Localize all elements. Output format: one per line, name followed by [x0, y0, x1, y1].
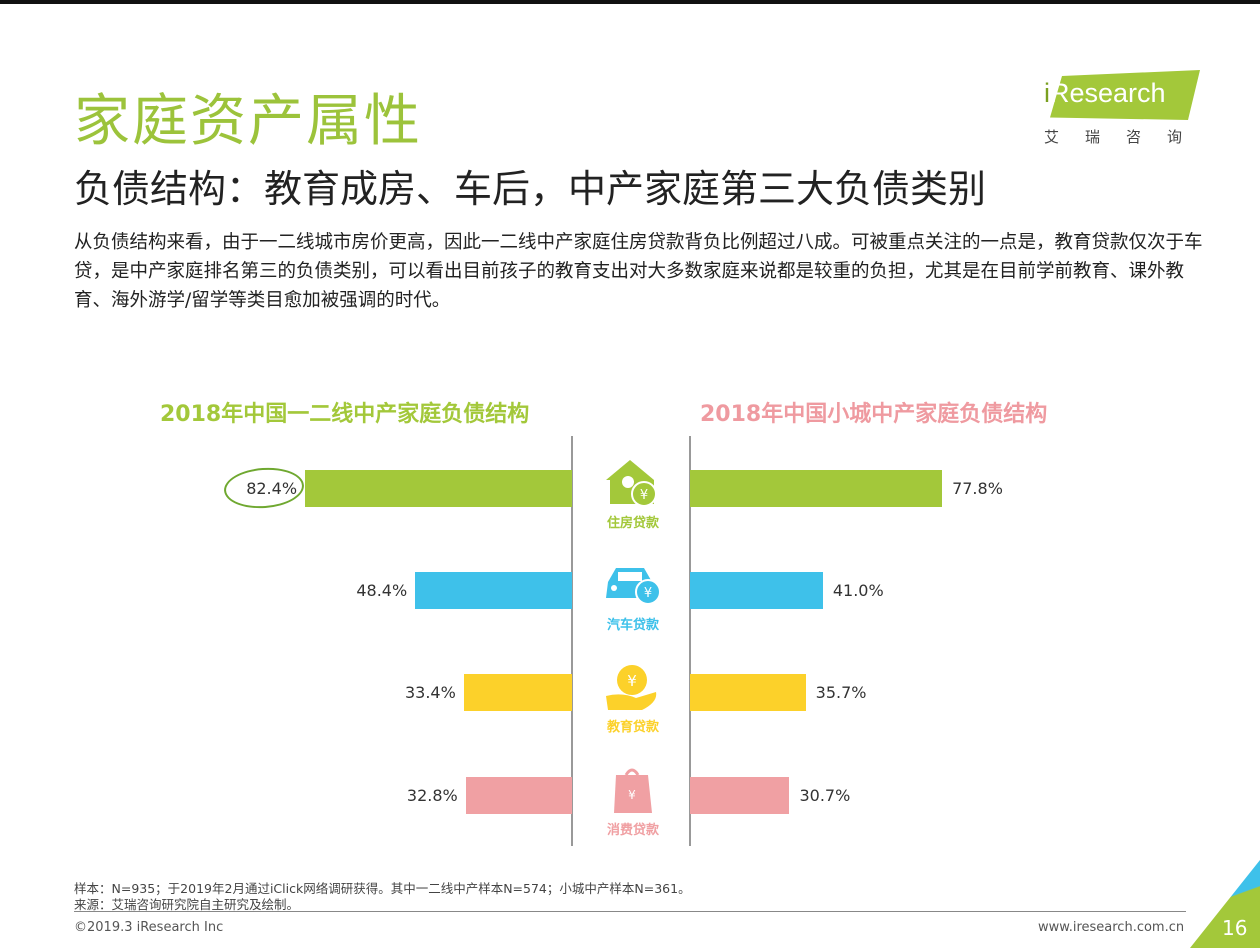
page-subtitle: 负债结构：教育成房、车后，中产家庭第三大负债类别: [74, 167, 987, 211]
category-label: 汽车贷款: [606, 618, 659, 633]
category-label: 教育贷款: [606, 720, 659, 735]
page-number: 16: [1222, 916, 1248, 940]
bar-right-0: [690, 470, 943, 507]
svg-text:¥: ¥: [627, 672, 637, 690]
category-label: 消费贷款: [606, 823, 659, 838]
bar-right-2: [690, 674, 806, 711]
footer-divider: [74, 911, 1186, 912]
bar-right-1: [690, 572, 823, 609]
iresearch-logo: iResearch: [1040, 70, 1200, 122]
category-label: 住房贷款: [606, 516, 659, 531]
bar-left-2: [463, 674, 572, 711]
value-label-left: 82.4%: [246, 479, 298, 498]
right-axis-line: [689, 436, 691, 846]
value-label-right: 30.7%: [799, 786, 851, 805]
left-axis-line: [571, 436, 573, 846]
top-border: [0, 0, 1260, 4]
bar-left-1: [415, 572, 572, 609]
value-label-left: 32.8%: [406, 786, 458, 805]
sample-note: 样本：N=935；于2019年2月通过iClick网络调研获得。其中一二线中产样…: [74, 881, 691, 896]
value-label-left: 48.4%: [356, 581, 408, 600]
value-label-right: 41.0%: [832, 581, 884, 600]
hand-coin-icon: ¥: [602, 662, 662, 712]
description: 从负债结构来看，由于一二线城市房价更高，因此一二线中产家庭住房贷款背负比例超过八…: [74, 232, 1203, 311]
logo-cn-text: 艾瑞咨询: [1044, 128, 1209, 146]
bar-right-3: [690, 777, 790, 814]
value-label-left: 33.4%: [404, 683, 456, 702]
website-link[interactable]: www.iresearch.com.cn: [1038, 920, 1185, 935]
house-yuan-icon: ¥: [602, 458, 662, 508]
car-yuan-icon: ¥: [602, 560, 662, 610]
bar-left-3: [465, 777, 572, 814]
svg-text:¥: ¥: [640, 488, 648, 503]
value-label-right: 35.7%: [815, 683, 867, 702]
bar-left-0: [305, 470, 572, 507]
page-title: 家庭资产属性: [74, 89, 422, 154]
svg-text:¥: ¥: [644, 586, 652, 601]
right-chart-title: 2018年中国小城中产家庭负债结构: [700, 402, 1048, 427]
left-chart-title: 2018年中国一二线中产家庭负债结构: [160, 402, 530, 427]
source-note: 来源：艾瑞咨询研究院自主研究及绘制。: [74, 897, 300, 912]
svg-text:¥: ¥: [628, 788, 636, 802]
value-label-right: 77.8%: [952, 479, 1003, 498]
shopping-bag-icon: ¥: [602, 765, 662, 815]
copyright: ©2019.3 iResearch Inc: [74, 920, 224, 935]
